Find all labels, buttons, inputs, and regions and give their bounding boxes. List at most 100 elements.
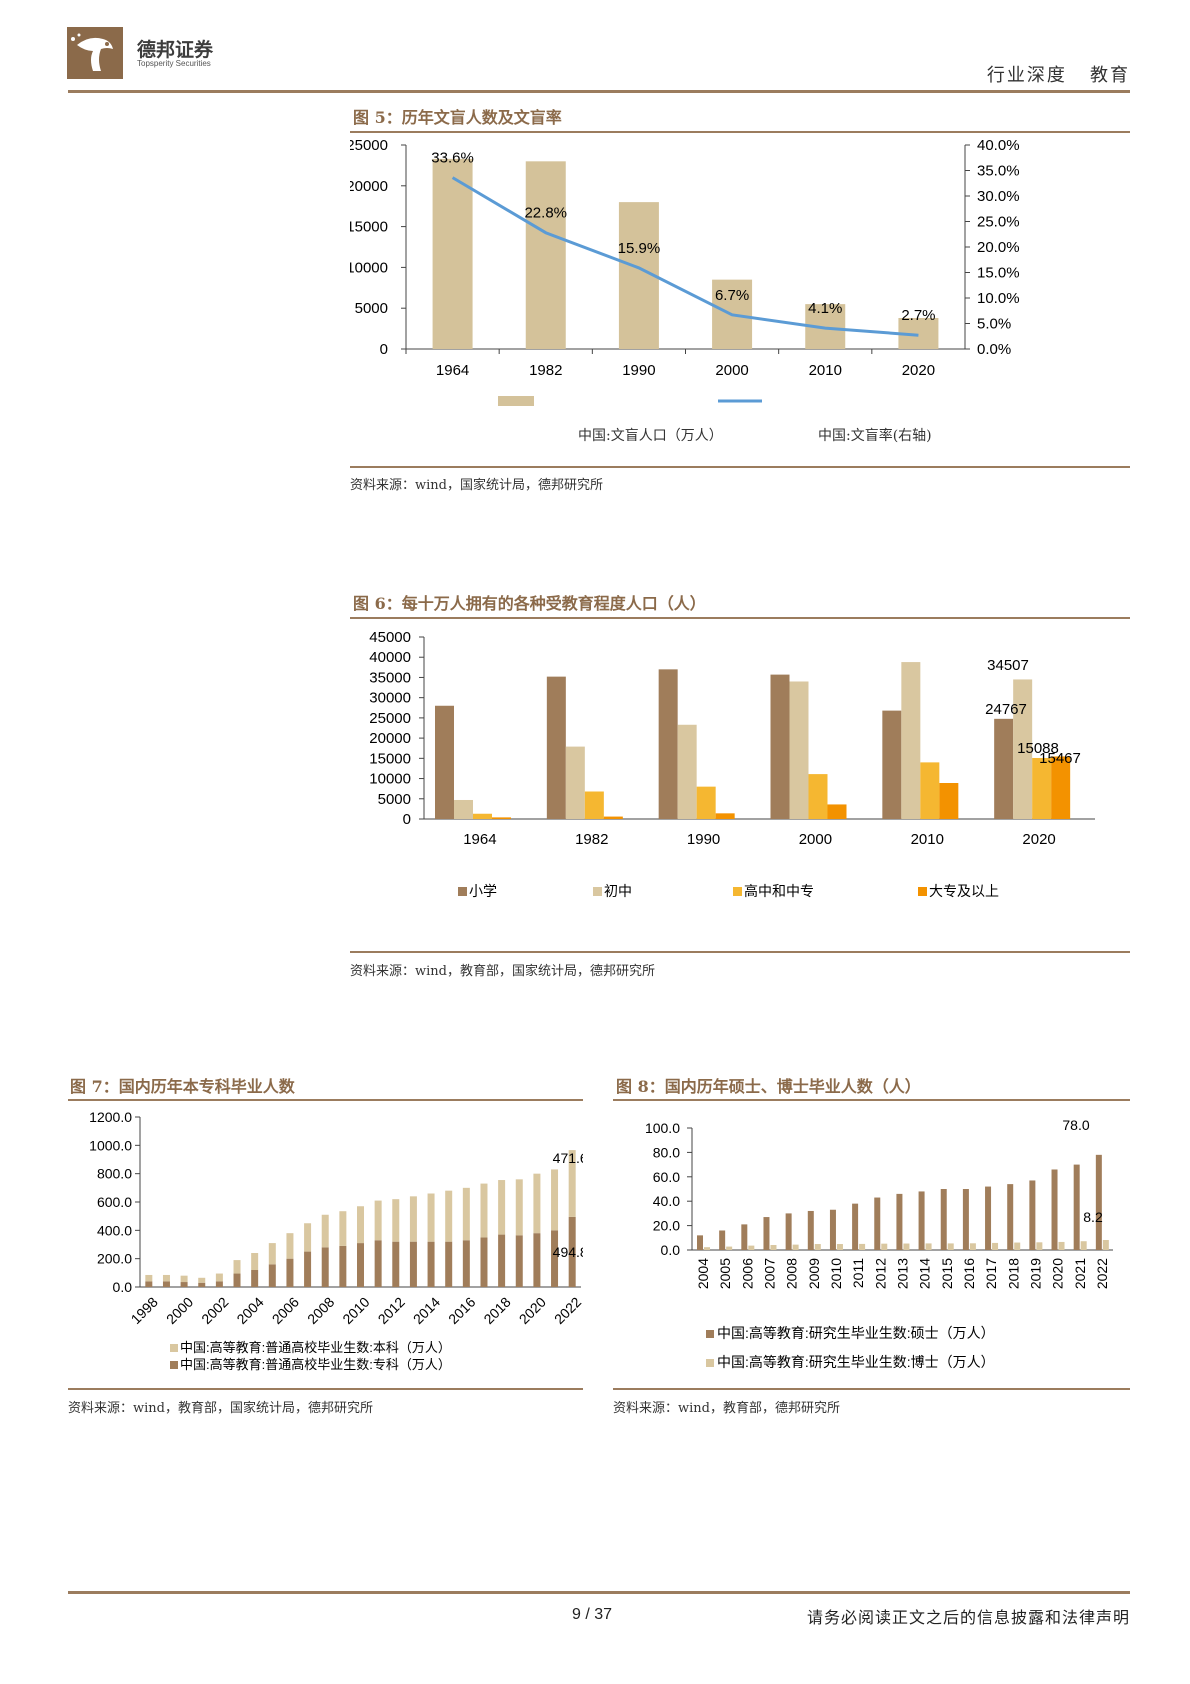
fig7-bar-zhuanke	[357, 1243, 364, 1287]
fig7-bar-zhuanke	[374, 1240, 382, 1287]
fig8-bar-master	[785, 1213, 792, 1250]
fig6-legend-swatch	[733, 887, 742, 896]
fig5-chart: 0 5000 10000 15000 20000 25000 0.0% 5.0% 10.0% 15…	[350, 137, 1020, 406]
fig5-bar	[432, 158, 473, 349]
fig7-bar-zhuanke	[251, 1270, 259, 1287]
fig6-bar-4	[939, 783, 959, 819]
fig6-bottom-rule	[350, 951, 1130, 953]
fig7-bar-benke	[145, 1274, 153, 1282]
fig8-bottom-rule	[613, 1388, 1130, 1390]
fig5-bar	[525, 161, 566, 349]
fig6-chart: 0 5000 10000 15000 20000 25000 30000 35000 40000…	[369, 629, 1095, 899]
fig7-bar-benke	[551, 1169, 559, 1231]
fig5-rate-label: 22.8%	[524, 205, 567, 222]
fig7-legend-label: 中国:高等教育:普通高校毕业生数:专科（万人）	[180, 1357, 451, 1372]
fig7-legend-swatch	[170, 1361, 178, 1369]
fig5-rate-label: 15.9%	[618, 240, 661, 257]
fig8-bar-master	[852, 1203, 859, 1250]
fig8-x-tick-label: 2013	[895, 1258, 911, 1289]
header-divider	[68, 90, 1130, 93]
fig8-x-tick-label: 2014	[917, 1258, 933, 1289]
fig5-y2-tick-label: 40.0%	[977, 137, 1020, 154]
fig7-title: 图 7：国内历年本专科毕业人数	[70, 1077, 295, 1096]
fig7-bar-benke	[392, 1199, 400, 1242]
fig7-bar-benke	[321, 1214, 329, 1248]
fig7-bar-zhuanke	[427, 1241, 435, 1287]
fig8-bar-phd	[748, 1245, 755, 1250]
fig5-y2-tick-label: 30.0%	[977, 188, 1020, 205]
fig6-bar-1	[882, 710, 902, 819]
fig5-y2-tick-label: 5.0%	[977, 316, 1011, 333]
fig6-y-tick-label: 20000	[369, 730, 411, 747]
fig7-bar-zhuanke	[568, 1216, 576, 1287]
fig7-x-tick-label: 2022	[551, 1294, 583, 1327]
fig7-x-tick-label: 2018	[480, 1294, 513, 1327]
fig5-source: 资料来源：wind，国家统计局，德邦研究所	[350, 478, 603, 493]
fig8-legend-swatch	[706, 1359, 714, 1367]
fig5-legend-bar-swatch	[498, 396, 534, 406]
fig6-x-tick-label: 2020	[1022, 831, 1055, 848]
fig7-bar-zhuanke	[145, 1281, 153, 1287]
fig7-bar-benke	[374, 1200, 382, 1241]
fig6-x-tick-label: 1990	[687, 831, 720, 848]
fig5-legend-line-label: 中国:文盲率(右轴)	[818, 428, 932, 444]
fig7-y-tick-label: 400.0	[97, 1222, 132, 1238]
fig5-y-tick-label: 0	[380, 341, 388, 358]
fig6-bar-4	[715, 813, 735, 819]
fig8-x-tick-label: 2007	[762, 1258, 778, 1289]
fig8-bar-phd	[836, 1244, 843, 1250]
fig6-bar-3	[473, 813, 492, 819]
fig8-bar-phd	[925, 1243, 932, 1250]
fig7-y-tick-label: 1200.0	[89, 1109, 132, 1125]
fig8-bar-master	[918, 1191, 925, 1250]
fig7-bar-benke	[515, 1179, 523, 1236]
fig8-bar-master	[807, 1210, 814, 1250]
fig8-value-label: 78.0	[1062, 1117, 1089, 1133]
fig7-bar-benke	[339, 1211, 347, 1246]
fig8-bar-master	[763, 1217, 770, 1250]
fig8-title: 图 8：国内历年硕士、博士毕业人数（人）	[616, 1077, 921, 1096]
fig6-bar-2	[901, 662, 921, 819]
fig7-bar-zhuanke	[445, 1241, 453, 1287]
fig8-bar-master	[741, 1224, 748, 1250]
fig7-bar-zhuanke	[304, 1251, 312, 1287]
fig7-y-tick-label: 200.0	[97, 1251, 132, 1267]
fig6-bar-2	[1013, 679, 1033, 819]
logo-text: 德邦证券	[137, 39, 214, 61]
fig6-bar-4	[603, 816, 623, 819]
fig7-bar-zhuanke	[268, 1264, 276, 1287]
fig8-bar-phd	[969, 1243, 976, 1250]
fig6-x-tick-label: 2000	[799, 831, 832, 848]
fig8-bar-phd	[1080, 1241, 1087, 1250]
fig8-bar-master	[719, 1230, 726, 1250]
fig6-bar-2	[677, 724, 697, 819]
logo-subtext: Topsperity Securities	[137, 59, 211, 68]
fig8-bar-phd	[1014, 1242, 1021, 1250]
fig7-bar-zhuanke	[180, 1282, 188, 1287]
fig6-value-label: 34507	[987, 657, 1029, 674]
fig6-title: 图 6：每十万人拥有的各种受教育程度人口（人）	[353, 594, 706, 613]
fig6-legend-label: 高中和中专	[744, 883, 814, 899]
fig7-x-tick-label: 2004	[233, 1294, 266, 1327]
fig6-bar-1	[770, 674, 790, 819]
fig8-bar-phd	[881, 1243, 888, 1250]
fig7-bar-benke	[480, 1183, 488, 1238]
fig8-bar-master	[940, 1189, 947, 1250]
fig6-bar-3	[808, 774, 828, 819]
fig6-legend-swatch	[593, 887, 602, 896]
fig8-bar-master	[1073, 1164, 1080, 1250]
fig7-legend-label: 中国:高等教育:普通高校毕业生数:本科（万人）	[180, 1340, 451, 1355]
fig7-bar-zhuanke	[462, 1240, 470, 1287]
fig6-bar-4	[827, 804, 847, 819]
fig7-x-tick-label: 2014	[410, 1294, 443, 1327]
fig7-bar-benke	[304, 1223, 312, 1252]
fig7-bar-benke	[462, 1187, 470, 1241]
fig7-bar-benke	[251, 1253, 259, 1270]
fig6-source: 资料来源：wind，教育部，国家统计局，德邦研究所	[350, 964, 655, 979]
fig8-bar-phd	[770, 1244, 777, 1250]
fig8-bar-phd	[903, 1243, 910, 1250]
fig5-x-tick-label: 1982	[529, 362, 562, 379]
logo-mark-icon	[67, 27, 123, 79]
fig7-source: 资料来源：wind，教育部，国家统计局，德邦研究所	[68, 1401, 373, 1416]
fig8-bar-master	[962, 1189, 969, 1250]
